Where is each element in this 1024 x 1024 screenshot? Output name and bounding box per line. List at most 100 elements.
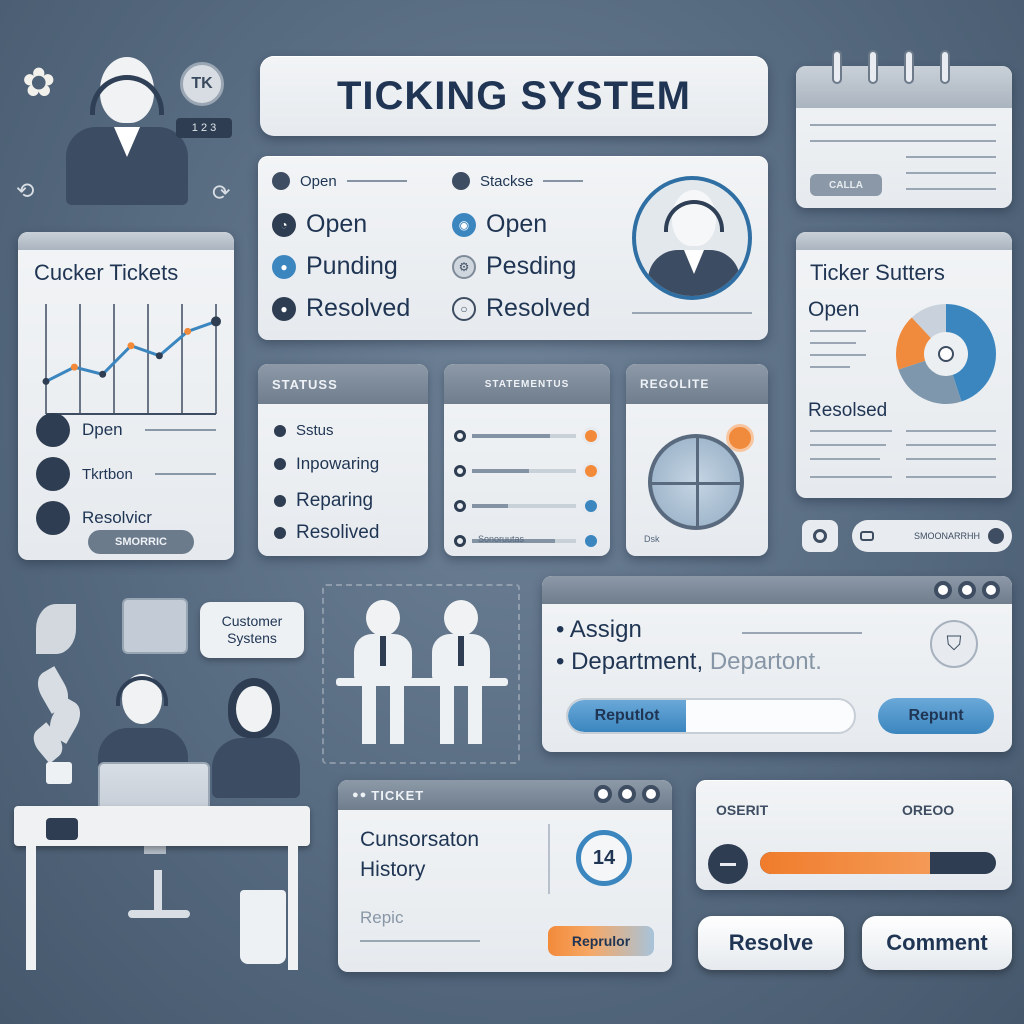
- customer-tickets-header: [18, 232, 234, 250]
- list-item[interactable]: Resolvicr: [36, 498, 216, 538]
- refresh-icon: ⟲: [16, 178, 35, 203]
- calendar-card[interactable]: CALLA: [796, 50, 1012, 208]
- agent-female: [210, 678, 306, 808]
- agent-avatar-circle: [632, 176, 752, 300]
- radio-icon: [274, 527, 286, 539]
- ticket-count-badge: 14: [576, 830, 632, 886]
- slider-right-label: OREOO: [902, 802, 955, 818]
- ticket-status-header: [796, 232, 1012, 250]
- progress-row[interactable]: [454, 426, 600, 446]
- pie-slice: [896, 317, 931, 370]
- resolve-button[interactable]: Resolve: [698, 916, 844, 970]
- chat-circle-icon: ●: [272, 254, 296, 279]
- customer-systems-bubble: Customer Systens: [200, 602, 304, 658]
- window-dot-icon[interactable]: [934, 581, 952, 599]
- radio-icon: [454, 500, 466, 512]
- tickets-line-chart: [42, 304, 221, 415]
- chart-point: [70, 363, 78, 371]
- pie-slice: [946, 304, 996, 402]
- ticket-status-open: Open: [808, 298, 860, 321]
- history-label: History: [360, 858, 426, 881]
- status-right-open[interactable]: ◉ Open: [452, 210, 547, 239]
- page-title-banner: TICKING SYSTEM: [260, 56, 768, 136]
- radio-icon: [274, 495, 286, 507]
- window-dot-icon[interactable]: [958, 581, 976, 599]
- status-card-row-2[interactable]: Inpowaring: [274, 454, 379, 474]
- list-item[interactable]: Dpen: [36, 410, 216, 450]
- page-title: TICKING SYSTEM: [336, 73, 692, 118]
- tickets-action-button[interactable]: SMORRIC: [88, 530, 194, 554]
- flower-icon: ✿: [22, 61, 56, 105]
- status-card-title: STATUSS: [272, 376, 338, 392]
- pie-slice: [898, 360, 962, 404]
- progress-bar: [472, 434, 576, 438]
- gear-circle-icon: ⚙: [452, 254, 476, 279]
- comment-button[interactable]: Comment: [862, 916, 1012, 970]
- progress-row[interactable]: [454, 531, 600, 551]
- chart-point: [155, 352, 163, 360]
- camera-toggle-button[interactable]: [802, 520, 838, 552]
- radio-icon: [454, 430, 466, 442]
- leaf-icon: [36, 604, 76, 654]
- chart-point: [42, 377, 50, 385]
- status-dot-icon: [582, 462, 600, 480]
- camera-icon: [813, 529, 827, 543]
- status-card-row-1[interactable]: Sstus: [274, 422, 334, 439]
- info-circle-icon: ◉: [452, 212, 476, 237]
- reply-label: Repic: [360, 908, 404, 927]
- customer-tickets-title: Cucker Tickets: [34, 260, 179, 285]
- status-right-pending[interactable]: ⚙ Pesding: [452, 252, 576, 281]
- toggle-icon: [860, 531, 874, 541]
- progress-card: STATEMENTUS Sonoruutas: [444, 364, 610, 556]
- chart-point: [99, 370, 107, 378]
- status-left-resolved[interactable]: ● Resolved: [272, 294, 410, 323]
- progress-row[interactable]: [454, 496, 600, 516]
- office-illustration: [14, 590, 314, 980]
- window-dot-icon[interactable]: [982, 581, 1000, 599]
- window-dot-icon[interactable]: [618, 785, 636, 803]
- clock-icon: [452, 172, 470, 190]
- assign-panel-header: [542, 576, 1012, 604]
- status-right-resolved[interactable]: ○ Resolved: [452, 294, 590, 323]
- status-card-row-4[interactable]: Resolived: [274, 522, 379, 544]
- reply-input[interactable]: Reputlot: [566, 698, 856, 734]
- slider-knob-button[interactable]: [708, 844, 748, 884]
- window-dot-icon[interactable]: [642, 785, 660, 803]
- ticket-status-title: Ticker Sutters: [810, 260, 945, 285]
- resolve-gauge-header: REGOLITE: [626, 364, 768, 404]
- radio-icon: [454, 535, 466, 547]
- refresh-icon-2: ⟳: [212, 180, 231, 205]
- chat-screen-icon: [122, 598, 188, 654]
- ticket-status-card: Ticker Sutters Open Resolsed: [796, 232, 1012, 498]
- progress-row[interactable]: [454, 461, 600, 481]
- progress-card-footer: Sonoruutas: [478, 534, 525, 544]
- status-card-row-3[interactable]: Reparing: [274, 490, 373, 512]
- reply-left-button[interactable]: Reputlot: [568, 700, 686, 732]
- status-left-open[interactable]: ◔ Open: [272, 210, 367, 239]
- radio-icon: [274, 424, 286, 437]
- check-circle-icon: ●: [272, 296, 296, 321]
- list-item[interactable]: Tkrtbon: [36, 454, 216, 494]
- ticket-reply-button[interactable]: Reprulor: [548, 926, 654, 956]
- calendar-button[interactable]: CALLA: [810, 174, 882, 196]
- profile-badge-icon: TK: [180, 62, 224, 106]
- report-button[interactable]: Repunt: [878, 698, 994, 734]
- status-left-open-small[interactable]: Open: [272, 172, 407, 190]
- customer-tickets-card: Cucker Tickets Dpen Tkrtbon Resolvicr SM…: [18, 232, 234, 560]
- search-toggle-bar[interactable]: SMOONARRHH: [852, 520, 1012, 552]
- progress-card-title: STATEMENTUS: [484, 378, 570, 390]
- status-dot-icon: [582, 497, 600, 515]
- status-card: STATUSS Sstus Inpowaring Reparing Resoli…: [258, 364, 428, 556]
- ticket-status-pie: [896, 304, 996, 404]
- window-dot-icon[interactable]: [594, 785, 612, 803]
- radio-icon: [274, 458, 286, 470]
- resolve-gauge-card: REGOLITE Dsk: [626, 364, 768, 556]
- slider-fill: [760, 852, 930, 874]
- shield-check-icon[interactable]: ⛉: [930, 620, 978, 668]
- plant-icon: [27, 666, 87, 784]
- ticket-card-title: TICKET: [371, 787, 425, 803]
- status-dot-icon: [582, 427, 600, 445]
- status-left-pending[interactable]: ● Punding: [272, 252, 398, 281]
- slider-track[interactable]: [760, 852, 996, 874]
- status-right-stackse[interactable]: Stackse: [452, 172, 584, 190]
